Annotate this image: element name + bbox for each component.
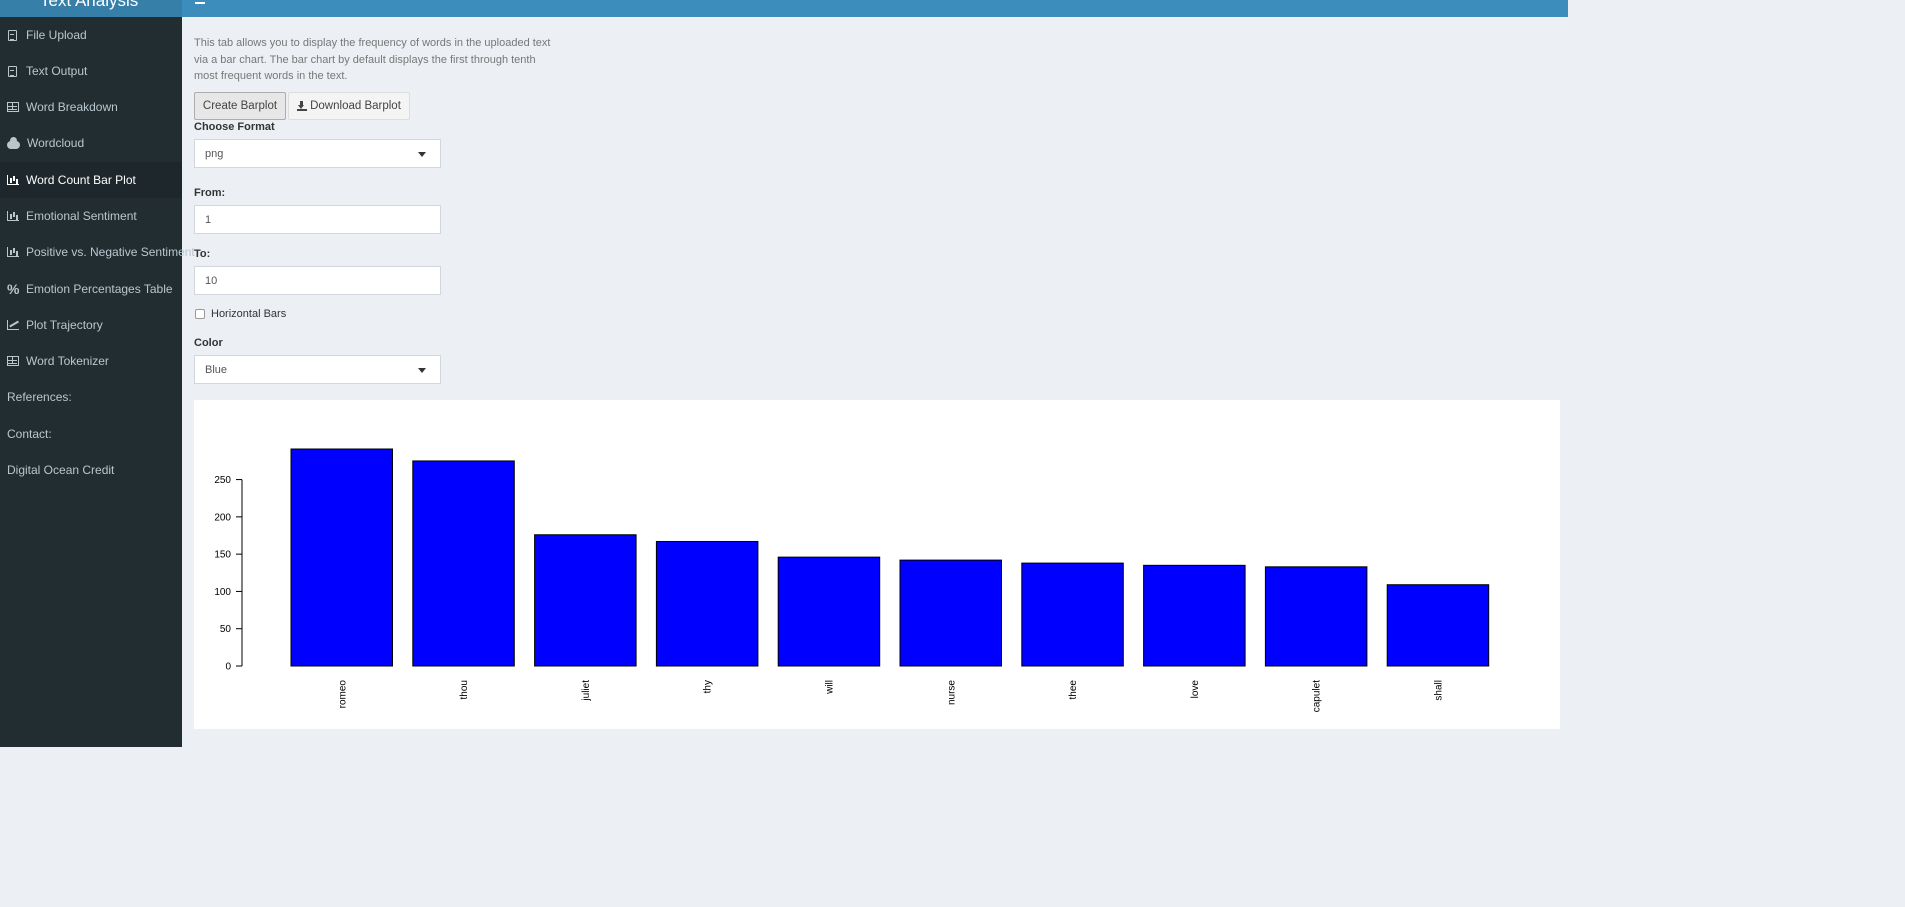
bar-thee — [1021, 562, 1124, 667]
to-input[interactable]: 10 — [194, 266, 441, 295]
word-count-barplot: 0 50 100 150 200 250 romeo thou juliet thy will nur… — [214, 448, 1490, 712]
sidebar-item-label: Emotion Percentages Table — [26, 282, 173, 296]
sidebar-item-label: Positive vs. Negative Sentiment — [26, 245, 195, 259]
sidebar-item-word-breakdown[interactable]: Word Breakdown — [0, 89, 182, 125]
format-label: Choose Format — [194, 121, 275, 133]
bar-love — [1143, 564, 1246, 667]
percent-icon: % — [7, 281, 20, 297]
y-tick-label: 100 — [214, 587, 231, 598]
to-input-value: 10 — [205, 274, 218, 287]
tab-description: This tab allows you to display the frequ… — [194, 37, 551, 82]
barplot-panel: 0 50 100 150 200 250 romeo thou juliet thy will nur… — [194, 400, 1560, 729]
brand-logo: Text Analysis — [0, 0, 182, 17]
download-barplot-button[interactable]: Download Barplot — [288, 92, 410, 120]
download-barplot-label: Download Barplot — [310, 100, 401, 112]
sidebar-item-label: References: — [7, 390, 72, 404]
bar-chart-icon — [7, 175, 19, 185]
x-tick-label: thy — [703, 680, 714, 693]
y-tick-label: 0 — [225, 662, 231, 673]
from-label: From: — [194, 187, 226, 199]
x-tick-label: will — [824, 680, 835, 695]
brand-title: Text Analysis — [40, 0, 139, 10]
x-tick-label: shall — [1433, 680, 1444, 701]
y-tick-label: 200 — [214, 512, 231, 523]
sidebar-item-word-count-bar-plot[interactable]: Word Count Bar Plot — [0, 162, 182, 198]
x-tick-label: thou — [459, 680, 470, 699]
x-tick-label: nurse — [946, 680, 957, 705]
bar-shall — [1386, 584, 1490, 667]
format-select-value: png — [205, 147, 224, 160]
x-tick-label: love — [1190, 680, 1201, 699]
create-barplot-button[interactable]: Create Barplot — [194, 92, 286, 120]
x-tick-label: juliet — [581, 680, 592, 702]
bar-romeo — [290, 448, 393, 667]
sidebar-item-emotion-percentages-table[interactable]: % Emotion Percentages Table — [0, 271, 182, 307]
color-label: Color — [194, 337, 223, 349]
to-label: To: — [194, 248, 211, 260]
sidebar-item-label: Digital Ocean Credit — [7, 463, 115, 477]
y-tick-label: 250 — [214, 475, 231, 486]
bar-thy — [655, 540, 759, 667]
bar-chart-icon — [7, 211, 19, 221]
main-content: This tab allows you to display the frequ… — [182, 17, 1568, 747]
sidebar-item-label: Emotional Sentiment — [26, 209, 137, 223]
sidebar-item-label: Word Tokenizer — [26, 354, 109, 368]
sidebar-item-label: Contact: — [7, 427, 52, 441]
x-tick-label: romeo — [337, 680, 348, 709]
sidebar-item-word-tokenizer[interactable]: Word Tokenizer — [0, 343, 182, 379]
caret-down-icon — [418, 368, 426, 373]
sidebar-item-label: File Upload — [26, 28, 87, 42]
bar-capulet — [1264, 566, 1368, 667]
sidebar-item-digital-ocean-credit[interactable]: Digital Ocean Credit — [0, 452, 182, 488]
sidebar-item-label: Wordcloud — [27, 136, 85, 150]
line-chart-icon — [7, 320, 19, 330]
table-icon — [7, 356, 19, 366]
sidebar-item-label: Word Count Bar Plot — [26, 173, 136, 187]
sidebar-item-label: Text Output — [26, 64, 88, 78]
sidebar-item-label: Word Breakdown — [26, 100, 118, 114]
file-icon — [8, 65, 17, 77]
bar-juliet — [534, 534, 637, 667]
from-input-value: 1 — [205, 213, 212, 226]
sidebar: File Upload Text Output Word Breakdown W… — [0, 17, 195, 747]
from-input[interactable]: 1 — [194, 205, 441, 234]
sidebar-item-emotional-sentiment[interactable]: Emotional Sentiment — [0, 198, 182, 234]
y-tick-label: 150 — [214, 550, 231, 561]
sidebar-toggle-icon[interactable] — [195, 0, 205, 4]
file-icon — [8, 29, 17, 41]
sidebar-item-text-output[interactable]: Text Output — [0, 53, 182, 89]
sidebar-item-file-upload[interactable]: File Upload — [0, 17, 182, 53]
download-icon — [297, 101, 308, 111]
cloud-icon — [7, 136, 20, 149]
bar-will — [777, 556, 881, 667]
horizontal-bars-label[interactable]: Horizontal Bars — [211, 308, 287, 320]
y-tick-label: 50 — [220, 624, 232, 635]
sidebar-item-label: Plot Trajectory — [26, 318, 103, 332]
format-select[interactable]: png — [194, 139, 441, 168]
x-tick-label: thee — [1068, 680, 1079, 700]
sidebar-item-positive-vs-negative-sentiment[interactable]: Positive vs. Negative Sentiment — [0, 234, 195, 270]
table-icon — [7, 102, 19, 112]
sidebar-item-plot-trajectory[interactable]: Plot Trajectory — [0, 307, 182, 343]
sidebar-item-wordcloud[interactable]: Wordcloud — [0, 125, 182, 161]
sidebar-item-references[interactable]: References: — [0, 379, 182, 415]
bar-chart-icon — [7, 247, 19, 257]
color-select[interactable]: Blue — [194, 355, 441, 384]
bar-nurse — [899, 559, 1002, 667]
horizontal-bars-checkbox[interactable] — [195, 309, 205, 319]
bar-thou — [412, 460, 515, 667]
caret-down-icon — [418, 152, 426, 157]
color-select-value: Blue — [205, 363, 228, 376]
x-tick-label: capulet — [1312, 680, 1323, 712]
top-navbar: Text Analysis — [0, 0, 1568, 17]
sidebar-item-contact[interactable]: Contact: — [0, 416, 182, 452]
